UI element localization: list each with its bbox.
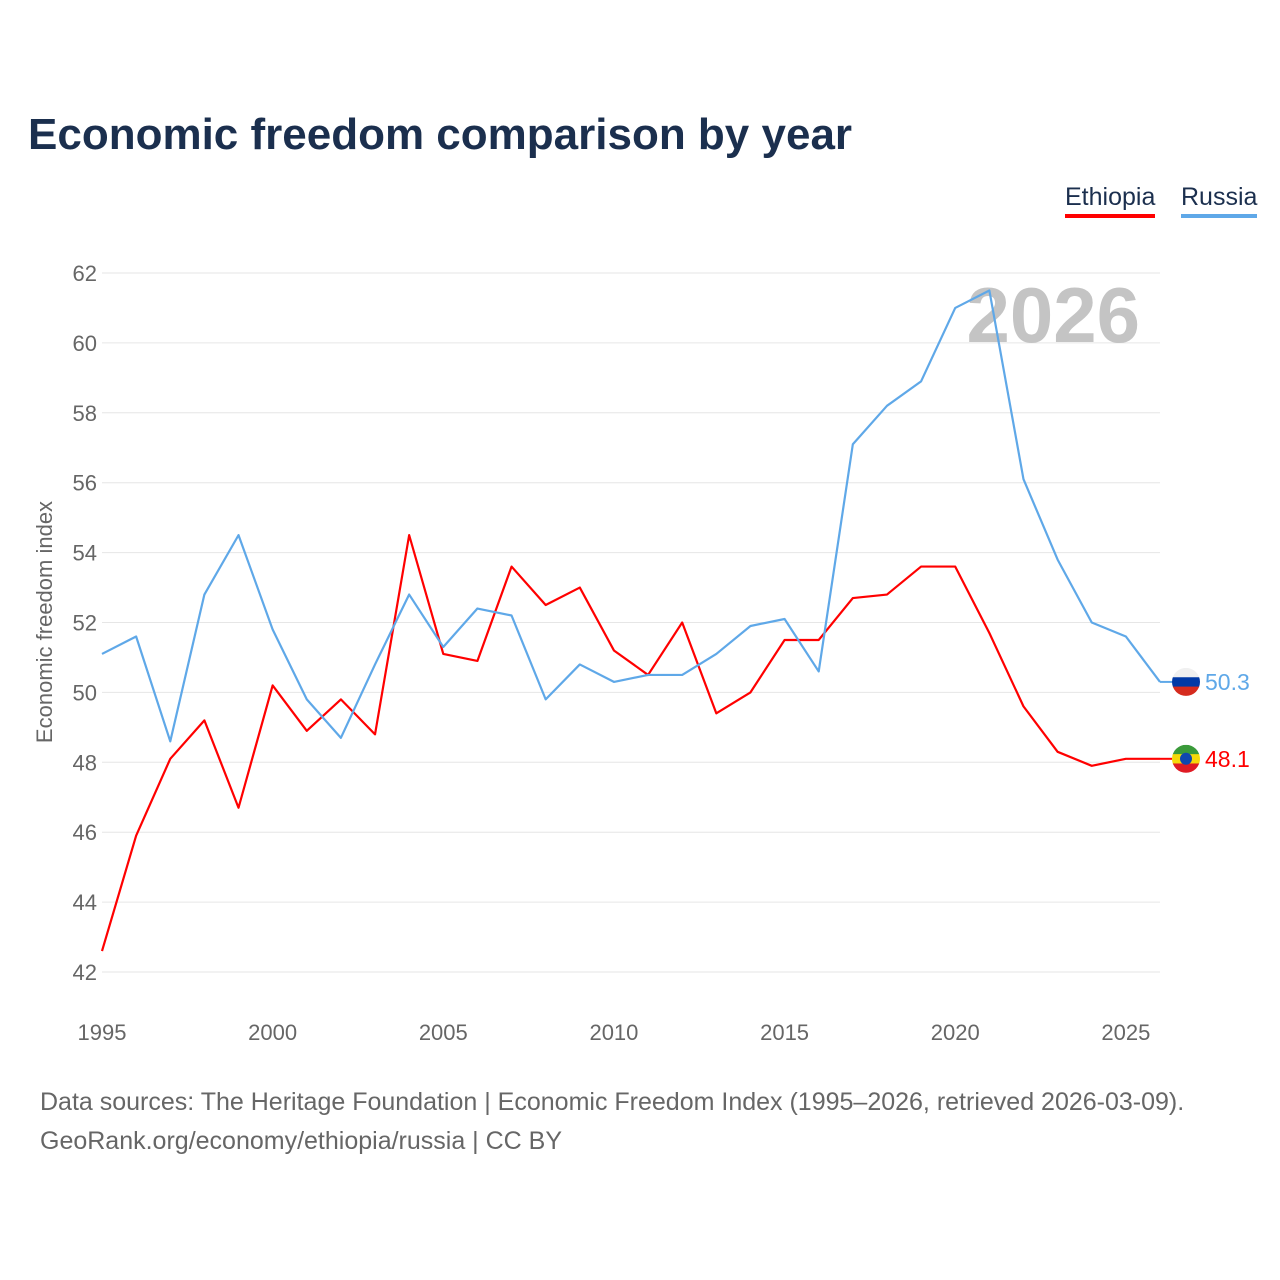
x-tick-label: 2020 xyxy=(931,1020,980,1045)
y-tick-label: 58 xyxy=(73,401,97,426)
end-value-label-russia: 50.3 xyxy=(1205,669,1250,695)
y-tick-label: 42 xyxy=(73,960,97,985)
footer-link[interactable]: GeoRank.org/economy/ethiopia/russia | CC… xyxy=(40,1127,563,1155)
x-tick-label: 2025 xyxy=(1101,1020,1150,1045)
y-tick-label: 56 xyxy=(73,471,97,496)
x-tick-label: 2015 xyxy=(760,1020,809,1045)
y-tick-label: 44 xyxy=(73,890,97,915)
y-tick-label: 46 xyxy=(73,820,97,845)
y-tick-label: 48 xyxy=(73,750,97,775)
chart-title: Economic freedom comparison by year xyxy=(28,110,853,159)
y-tick-label: 50 xyxy=(73,680,97,705)
legend-ethiopia[interactable]: Ethiopia xyxy=(1065,183,1156,218)
footer-sources: Data sources: The Heritage Foundation | … xyxy=(40,1088,1185,1116)
x-tick-label: 2000 xyxy=(248,1020,297,1045)
ethiopia-flag-icon xyxy=(1172,744,1200,773)
russia-flag-icon xyxy=(1172,667,1200,696)
y-tick-label: 52 xyxy=(73,611,97,636)
legend-russia[interactable]: Russia xyxy=(1181,183,1258,218)
y-tick-label: 54 xyxy=(73,541,97,566)
series-line-ethiopia xyxy=(100,534,1160,952)
y-axis-label: Economic freedom index xyxy=(32,501,57,743)
end-value-label-ethiopia: 48.1 xyxy=(1205,746,1250,772)
series-line-russia xyxy=(101,289,1161,743)
y-tick-label: 62 xyxy=(73,261,97,286)
y-tick-label: 60 xyxy=(73,331,97,356)
x-tick-label: 2010 xyxy=(589,1020,638,1045)
year-watermark: 2026 xyxy=(966,271,1140,359)
x-tick-label: 1995 xyxy=(78,1020,127,1045)
x-tick-label: 2005 xyxy=(419,1020,468,1045)
